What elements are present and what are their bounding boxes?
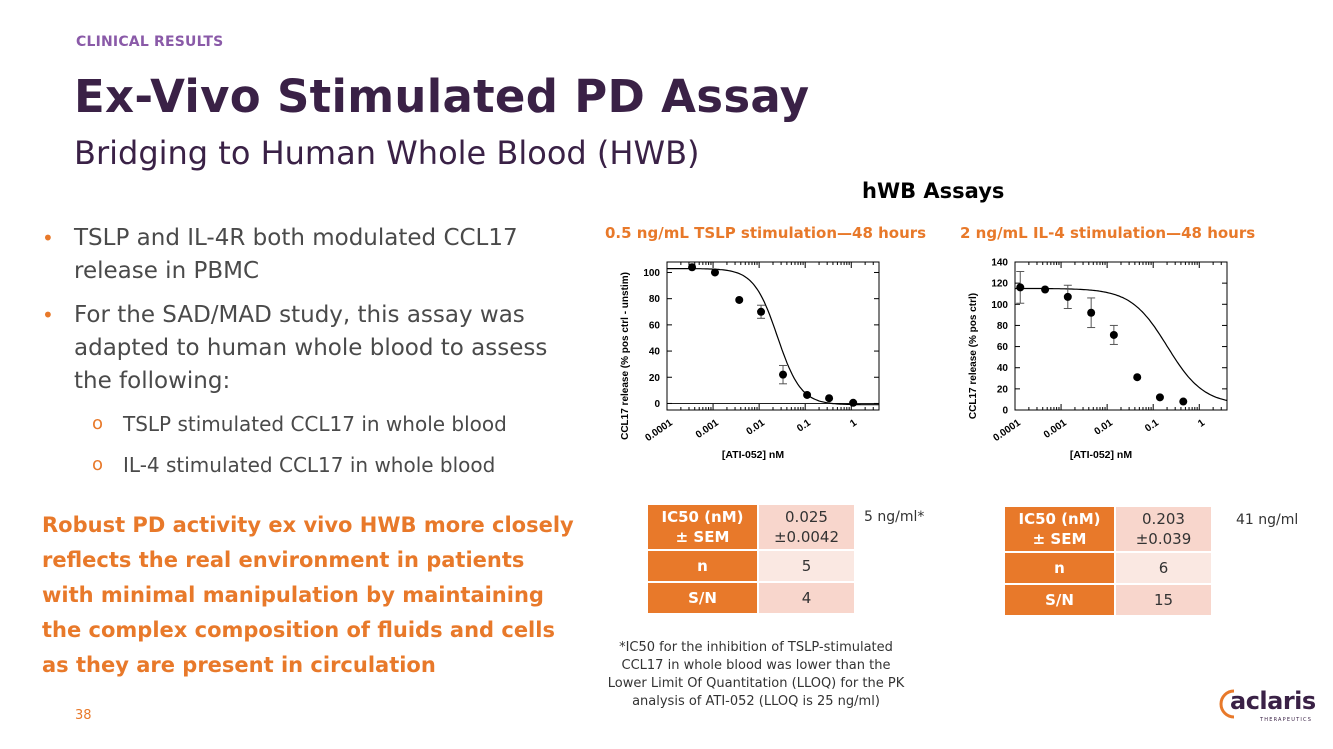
table-header-cell: S/N xyxy=(648,583,757,613)
table-value-cell: 5 xyxy=(759,551,854,581)
sub-bullet-item: o TSLP stimulated CCL17 in whole blood xyxy=(42,409,587,439)
x-tick-label: 0.01 xyxy=(1093,417,1116,437)
logo-tagline: THERAPEUTICS xyxy=(1260,717,1313,723)
x-axis-label: [ATI-052] nM xyxy=(1070,449,1132,461)
x-tick-label: 0.1 xyxy=(1143,417,1161,434)
x-tick-label: 1 xyxy=(848,417,859,429)
y-axis-label: CCL17 release (% pos ctrl - unstim) xyxy=(620,272,631,440)
table-header-cell: n xyxy=(1005,553,1114,583)
x-tick-label: 0.1 xyxy=(795,417,813,434)
table-header-cell: n xyxy=(648,551,757,581)
table-header-cell: IC50 (nM) ± SEM xyxy=(648,505,757,549)
bullet-text: For the SAD/MAD study, this assay was ad… xyxy=(74,302,548,394)
data-point xyxy=(825,394,834,403)
bullet-list: • TSLP and IL-4R both modulated CCL17 rel… xyxy=(42,222,587,491)
x-tick-label: 0.0001 xyxy=(643,417,675,444)
table-value-cell: 0.203 ±0.039 xyxy=(1116,507,1211,551)
table-row: n 5 xyxy=(648,551,854,581)
y-tick-label: 80 xyxy=(649,294,661,305)
data-point xyxy=(1041,285,1050,294)
bullet-text: TSLP and IL-4R both modulated CCL17 rele… xyxy=(74,225,518,284)
y-tick-label: 60 xyxy=(997,342,1009,353)
y-tick-label: 0 xyxy=(1002,406,1008,417)
y-tick-label: 100 xyxy=(643,268,660,279)
table-value-cell: 6 xyxy=(1116,553,1211,583)
plot-frame xyxy=(1014,261,1228,411)
table-row: IC50 (nM) ± SEM 0.025 ±0.0042 xyxy=(648,505,854,549)
data-point xyxy=(688,263,697,272)
y-tick-label: 20 xyxy=(997,384,1009,395)
y-tick-label: 40 xyxy=(997,363,1009,374)
stats-table-tslp: IC50 (nM) ± SEM 0.025 ±0.0042 n 5 S/N 4 xyxy=(646,503,856,615)
bullet-dot-icon: • xyxy=(42,303,54,327)
chart-il4: 0 20 40 60 80 100 120 140 0.0001 0.001 0.01 0.1 1 [AT… xyxy=(968,258,1228,461)
data-point xyxy=(735,295,744,304)
ic50-conversion-note: 5 ng/ml* xyxy=(864,509,925,525)
y-tick-label: 60 xyxy=(649,320,661,331)
chart-tslp: 0 20 40 60 80 100 0.0001 0.001 0.01 0.1 1 [ATI-052]… xyxy=(620,261,880,461)
x-tick-label: 0.001 xyxy=(694,417,721,441)
table-value-cell: 0.025 ±0.0042 xyxy=(759,505,854,549)
y-tick-label: 40 xyxy=(649,347,661,358)
logo-wordmark: aclaris xyxy=(1230,687,1316,715)
sub-bullet-marker: o xyxy=(92,454,104,475)
fit-curve xyxy=(1015,287,1228,402)
data-point xyxy=(757,307,766,316)
x-axis-label: [ATI-052] nM xyxy=(722,449,784,461)
page-subtitle: Bridging to Human Whole Blood (HWB) xyxy=(74,134,700,172)
assays-heading: hWB Assays xyxy=(862,179,1005,203)
data-point xyxy=(803,390,812,399)
logo-arc-icon xyxy=(1219,689,1235,719)
data-point xyxy=(1063,292,1072,301)
y-tick-label: 80 xyxy=(997,321,1009,332)
y-tick-label: 20 xyxy=(649,373,661,384)
section-label: CLINICAL RESULTS xyxy=(76,34,224,50)
data-point xyxy=(1016,283,1025,292)
data-point xyxy=(1155,393,1164,402)
table-header-cell: IC50 (nM) ± SEM xyxy=(1005,507,1114,551)
y-tick-label: 0 xyxy=(654,399,660,410)
bullet-item: • TSLP and IL-4R both modulated CCL17 rel… xyxy=(42,222,587,288)
x-tick-label: 1 xyxy=(1196,417,1207,429)
y-tick-label: 100 xyxy=(991,300,1008,311)
data-point xyxy=(1133,373,1142,382)
sub-bullet-text: TSLP stimulated CCL17 in whole blood xyxy=(123,412,507,436)
footnote: *IC50 for the inhibition of TSLP-stimula… xyxy=(607,640,905,709)
callout-text: Robust PD activity ex vivo HWB more clos… xyxy=(42,513,574,677)
data-point xyxy=(1087,308,1096,317)
data-point xyxy=(1179,397,1188,406)
page-number: 38 xyxy=(75,708,92,723)
table-header-cell: S/N xyxy=(1005,585,1114,615)
x-tick-label: 0.01 xyxy=(745,417,768,437)
sub-bullet-marker: o xyxy=(92,413,104,434)
bullet-dot-icon: • xyxy=(42,226,54,250)
x-tick-label: 0.0001 xyxy=(991,417,1023,444)
data-point xyxy=(779,370,788,379)
table-row: n 6 xyxy=(1005,553,1211,583)
sub-bullet-item: o IL-4 stimulated CCL17 in whole blood xyxy=(42,450,587,480)
data-point xyxy=(849,398,858,407)
ic50-conversion-note: 41 ng/ml xyxy=(1236,512,1299,528)
data-point xyxy=(710,268,719,277)
x-tick-label: 0.001 xyxy=(1042,417,1069,441)
sub-bullet-text: IL-4 stimulated CCL17 in whole blood xyxy=(123,453,496,477)
page-title: Ex-Vivo Stimulated PD Assay xyxy=(74,70,810,123)
chart-title-tslp: 0.5 ng/mL TSLP stimulation—48 hours xyxy=(605,224,927,242)
data-point xyxy=(1109,330,1118,339)
table-row: IC50 (nM) ± SEM 0.203 ±0.039 xyxy=(1005,507,1211,551)
table-value-cell: 15 xyxy=(1116,585,1211,615)
table-value-cell: 4 xyxy=(759,583,854,613)
y-tick-label: 120 xyxy=(991,279,1008,290)
chart-title-il4: 2 ng/mL IL-4 stimulation—48 hours xyxy=(960,224,1256,242)
table-row: S/N 4 xyxy=(648,583,854,613)
table-row: S/N 15 xyxy=(1005,585,1211,615)
y-tick-label: 140 xyxy=(991,258,1008,269)
bullet-item: • For the SAD/MAD study, this assay was a… xyxy=(42,299,587,398)
y-axis-label: CCL17 release (% pos ctrl) xyxy=(968,293,979,419)
stats-table-il4: IC50 (nM) ± SEM 0.203 ±0.039 n 6 S/N 15 xyxy=(1003,505,1213,617)
plot-frame xyxy=(666,261,880,411)
fit-curve xyxy=(667,268,879,406)
